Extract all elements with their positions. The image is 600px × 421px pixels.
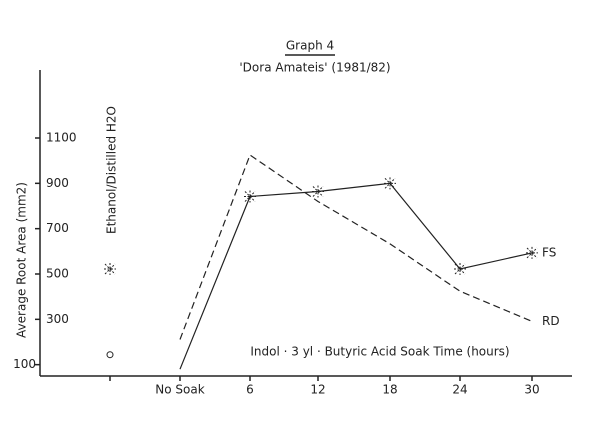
rd-control-marker (106, 351, 114, 359)
chart-caption: Graph 4 (286, 39, 334, 53)
x-tick-label: 12 (310, 383, 325, 397)
fs-marker (526, 246, 538, 259)
series-line (179, 154, 533, 340)
x-axis-label: Indol · 3 yl · Butyric Acid Soak Time (h… (250, 345, 509, 359)
x-tick-label: 24 (452, 383, 467, 397)
y-axis-label: Average Root Area (mm2) (15, 182, 29, 338)
series-label: FS (542, 245, 556, 259)
marker-stroke (244, 191, 256, 202)
marker-stroke (312, 186, 324, 197)
y-tick-label: 1100 (46, 131, 77, 145)
fs-marker (312, 185, 324, 198)
series-label: RD (542, 314, 560, 328)
fs-marker (244, 190, 256, 203)
series-line (179, 182, 533, 370)
marker-stroke (104, 263, 116, 275)
chart-title: 'Dora Amateis' (1981/82) (239, 61, 390, 75)
y-tick-label: 500 (46, 267, 69, 281)
x-tick-label: No Soak (155, 383, 204, 397)
x-tick-label: 18 (382, 383, 397, 397)
y-tick-label: 300 (46, 312, 69, 326)
y-tick-label: 700 (46, 221, 69, 235)
marker-stroke (384, 177, 396, 189)
control-label: Ethanol/Distilled H2O (105, 106, 119, 234)
y-tick-label: 900 (46, 176, 69, 190)
fs-marker (384, 177, 396, 190)
fs-marker (454, 263, 466, 276)
x-tick-label: 30 (524, 383, 539, 397)
marker-stroke (526, 247, 538, 259)
y-tick-label: 100 (13, 357, 36, 371)
x-tick-label: 6 (246, 383, 254, 397)
fs-marker (104, 263, 116, 276)
marker-stroke (454, 263, 466, 275)
